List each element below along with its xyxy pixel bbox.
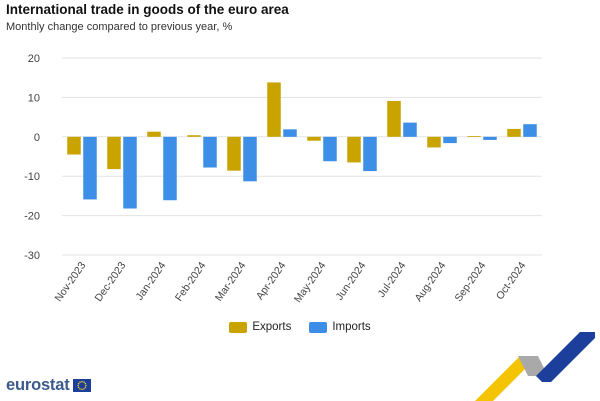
- y-tick-label: 0: [34, 132, 40, 144]
- x-tick-label: Jun-2024: [334, 260, 369, 303]
- imports-bar[interactable]: [483, 136, 497, 140]
- x-tick-label: Jan-2024: [134, 260, 169, 303]
- imports-bar[interactable]: [523, 124, 537, 137]
- imports-bar[interactable]: [203, 136, 217, 168]
- exports-bar[interactable]: [307, 136, 321, 141]
- imports-bar[interactable]: [243, 136, 257, 182]
- exports-bar[interactable]: [507, 128, 521, 137]
- exports-bar[interactable]: [347, 136, 361, 163]
- imports-bar[interactable]: [163, 136, 177, 201]
- imports-bar[interactable]: [323, 136, 337, 162]
- bar-chart: 20 10 0 -10 -20 -30 Nov-2023 Dec-2023 Jan-2024 F…: [24, 53, 542, 305]
- y-tick-label: 20: [28, 53, 40, 65]
- x-tick-label: Mar-2024: [213, 260, 249, 304]
- x-tick-label: Nov-2023: [53, 260, 89, 304]
- y-tick-label: -20: [24, 211, 40, 223]
- imports-bar[interactable]: [83, 136, 97, 200]
- eu-flag-icon: [72, 379, 91, 392]
- chart-subtitle: Monthly change compared to previous year…: [6, 21, 233, 33]
- imports-bar[interactable]: [443, 136, 457, 144]
- imports-bar[interactable]: [123, 136, 137, 209]
- exports-bar[interactable]: [147, 131, 161, 137]
- x-tick-label: Apr-2024: [254, 260, 289, 302]
- legend-item-exports[interactable]: Exports: [229, 321, 291, 333]
- imports-swatch: [309, 321, 328, 333]
- imports-bar[interactable]: [363, 136, 377, 172]
- legend-item-imports[interactable]: Imports: [309, 321, 371, 333]
- x-tick-label: May-2024: [292, 260, 329, 305]
- exports-bar[interactable]: [107, 136, 121, 170]
- legend-label-imports: Imports: [332, 321, 371, 333]
- exports-bar[interactable]: [187, 135, 201, 137]
- exports-bar[interactable]: [67, 136, 81, 155]
- y-tick-label: -30: [24, 250, 40, 262]
- exports-bar[interactable]: [267, 82, 281, 137]
- x-tick-label: Sep-2024: [453, 260, 489, 304]
- x-tick-label: Dec-2023: [93, 260, 129, 304]
- exports-swatch: [229, 321, 248, 333]
- imports-bar[interactable]: [403, 122, 417, 137]
- y-tick-label: 10: [28, 92, 40, 104]
- x-tick-label: Feb-2024: [173, 260, 209, 304]
- exports-bar[interactable]: [427, 136, 441, 148]
- exports-bar[interactable]: [467, 136, 481, 137]
- imports-bar[interactable]: [283, 129, 297, 137]
- y-tick-label: -10: [24, 171, 40, 183]
- x-tick-label: Jul-2024: [376, 260, 409, 300]
- brand-name: eurostat: [6, 376, 70, 394]
- exports-bar[interactable]: [227, 136, 241, 171]
- x-tick-label: Aug-2024: [413, 260, 449, 304]
- exports-bar[interactable]: [387, 100, 401, 137]
- x-tick-label: Oct-2024: [494, 260, 529, 302]
- eurostat-chevron-decoration: [475, 332, 595, 401]
- eurostat-logo: eurostat: [6, 376, 91, 395]
- chart-legend: Exports Imports: [0, 321, 600, 333]
- legend-label-exports: Exports: [252, 321, 292, 333]
- chart-title: International trade in goods of the euro…: [6, 2, 289, 17]
